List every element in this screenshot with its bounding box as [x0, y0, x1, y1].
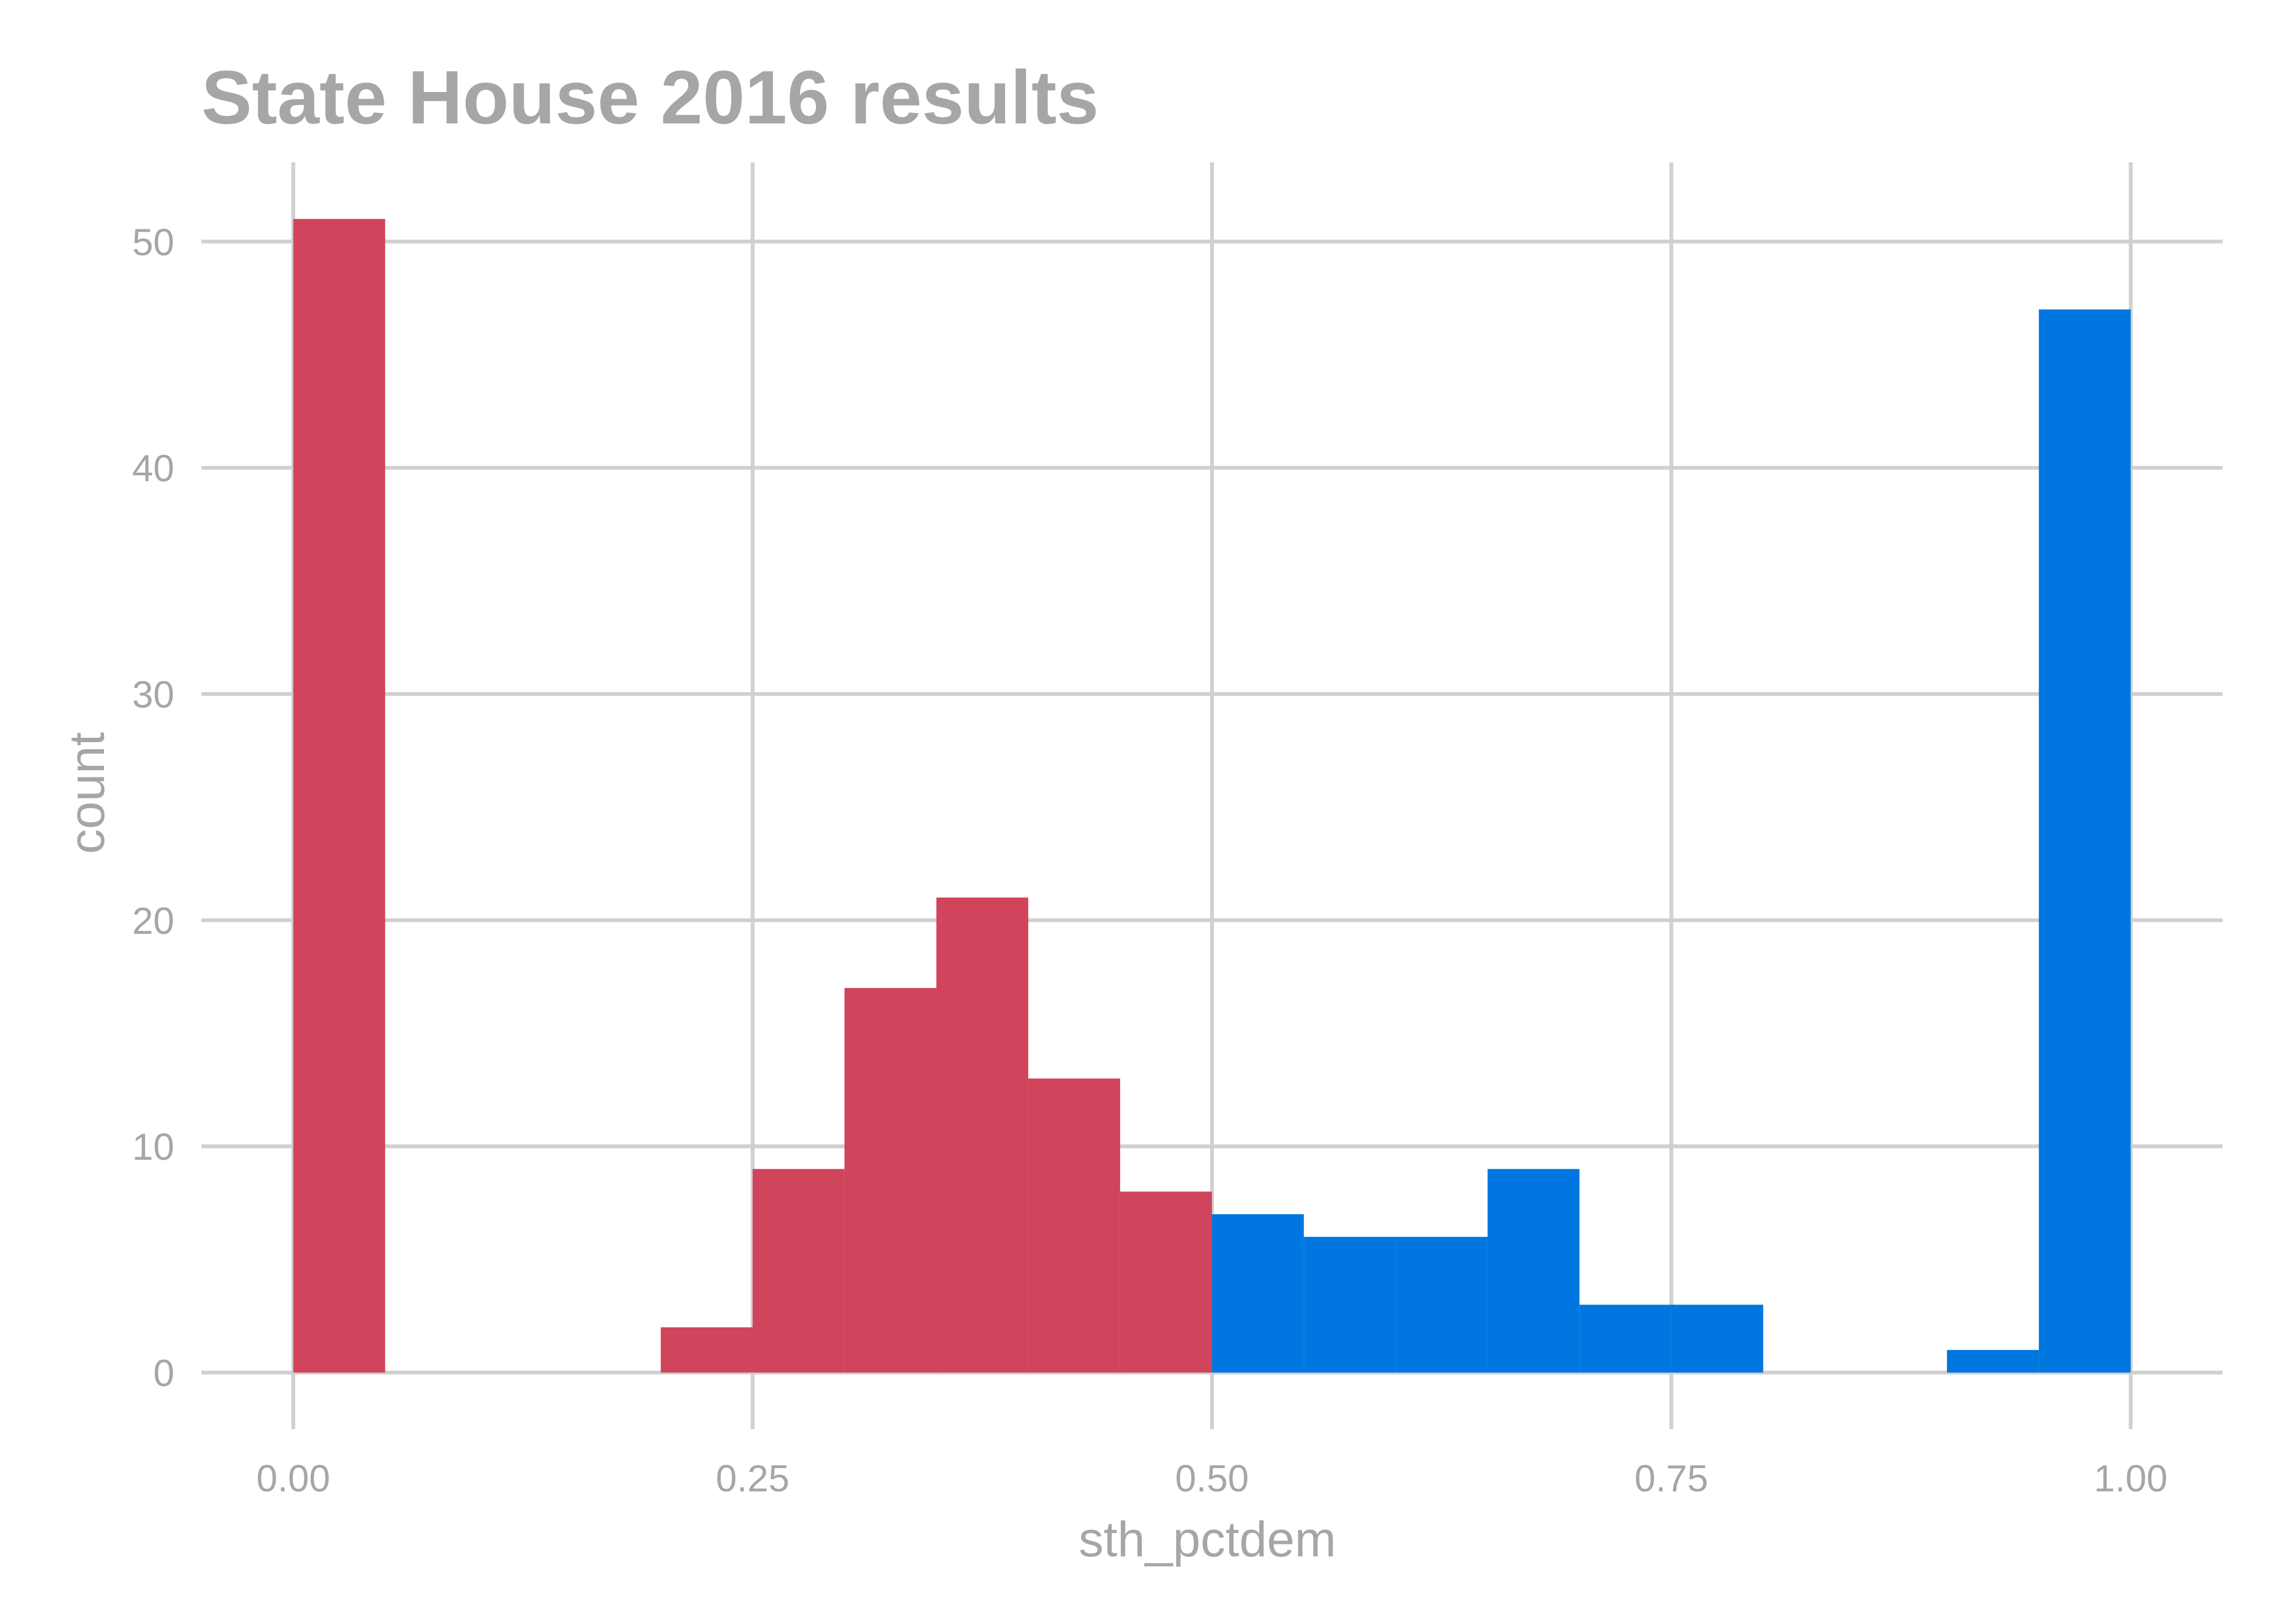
histogram-bar [2038, 309, 2131, 1373]
histogram-bar [936, 898, 1029, 1373]
x-tick-label: 0.75 [1635, 1457, 1708, 1499]
x-tick-label: 0.25 [716, 1457, 789, 1499]
histogram-bar [1304, 1236, 1396, 1373]
histogram-bar [1028, 1078, 1120, 1373]
chart-title: State House 2016 results [201, 55, 1099, 140]
histogram-bar [293, 219, 385, 1373]
histogram-bar [1395, 1236, 1488, 1373]
histogram-bar [1120, 1191, 1212, 1373]
histogram-bars [293, 219, 2131, 1373]
histogram-bar [1671, 1305, 1763, 1373]
tick-labels: 0 10 20 30 40 50 0.00 0.25 0.50 0.75 1.00 [132, 221, 2167, 1499]
y-tick-label: 10 [132, 1126, 174, 1168]
x-tick-label: 0.00 [257, 1457, 330, 1499]
x-tick-label: 1.00 [2094, 1457, 2167, 1499]
y-tick-label: 30 [132, 673, 174, 716]
histogram-bar [1487, 1169, 1580, 1373]
y-tick-label: 0 [153, 1352, 174, 1394]
histogram-bar [844, 988, 937, 1373]
histogram-bar [1946, 1350, 2039, 1373]
y-tick-label: 20 [132, 900, 174, 942]
histogram-bar [661, 1327, 753, 1373]
y-axis-title: count [60, 732, 115, 854]
x-axis-title: sth_pctdem [1079, 1512, 1336, 1567]
histogram-bar [753, 1169, 845, 1373]
histogram-bar [1212, 1214, 1304, 1373]
y-tick-label: 50 [132, 221, 174, 263]
histogram-bar [1579, 1305, 1671, 1373]
x-tick-label: 0.50 [1175, 1457, 1249, 1499]
y-tick-label: 40 [132, 447, 174, 489]
